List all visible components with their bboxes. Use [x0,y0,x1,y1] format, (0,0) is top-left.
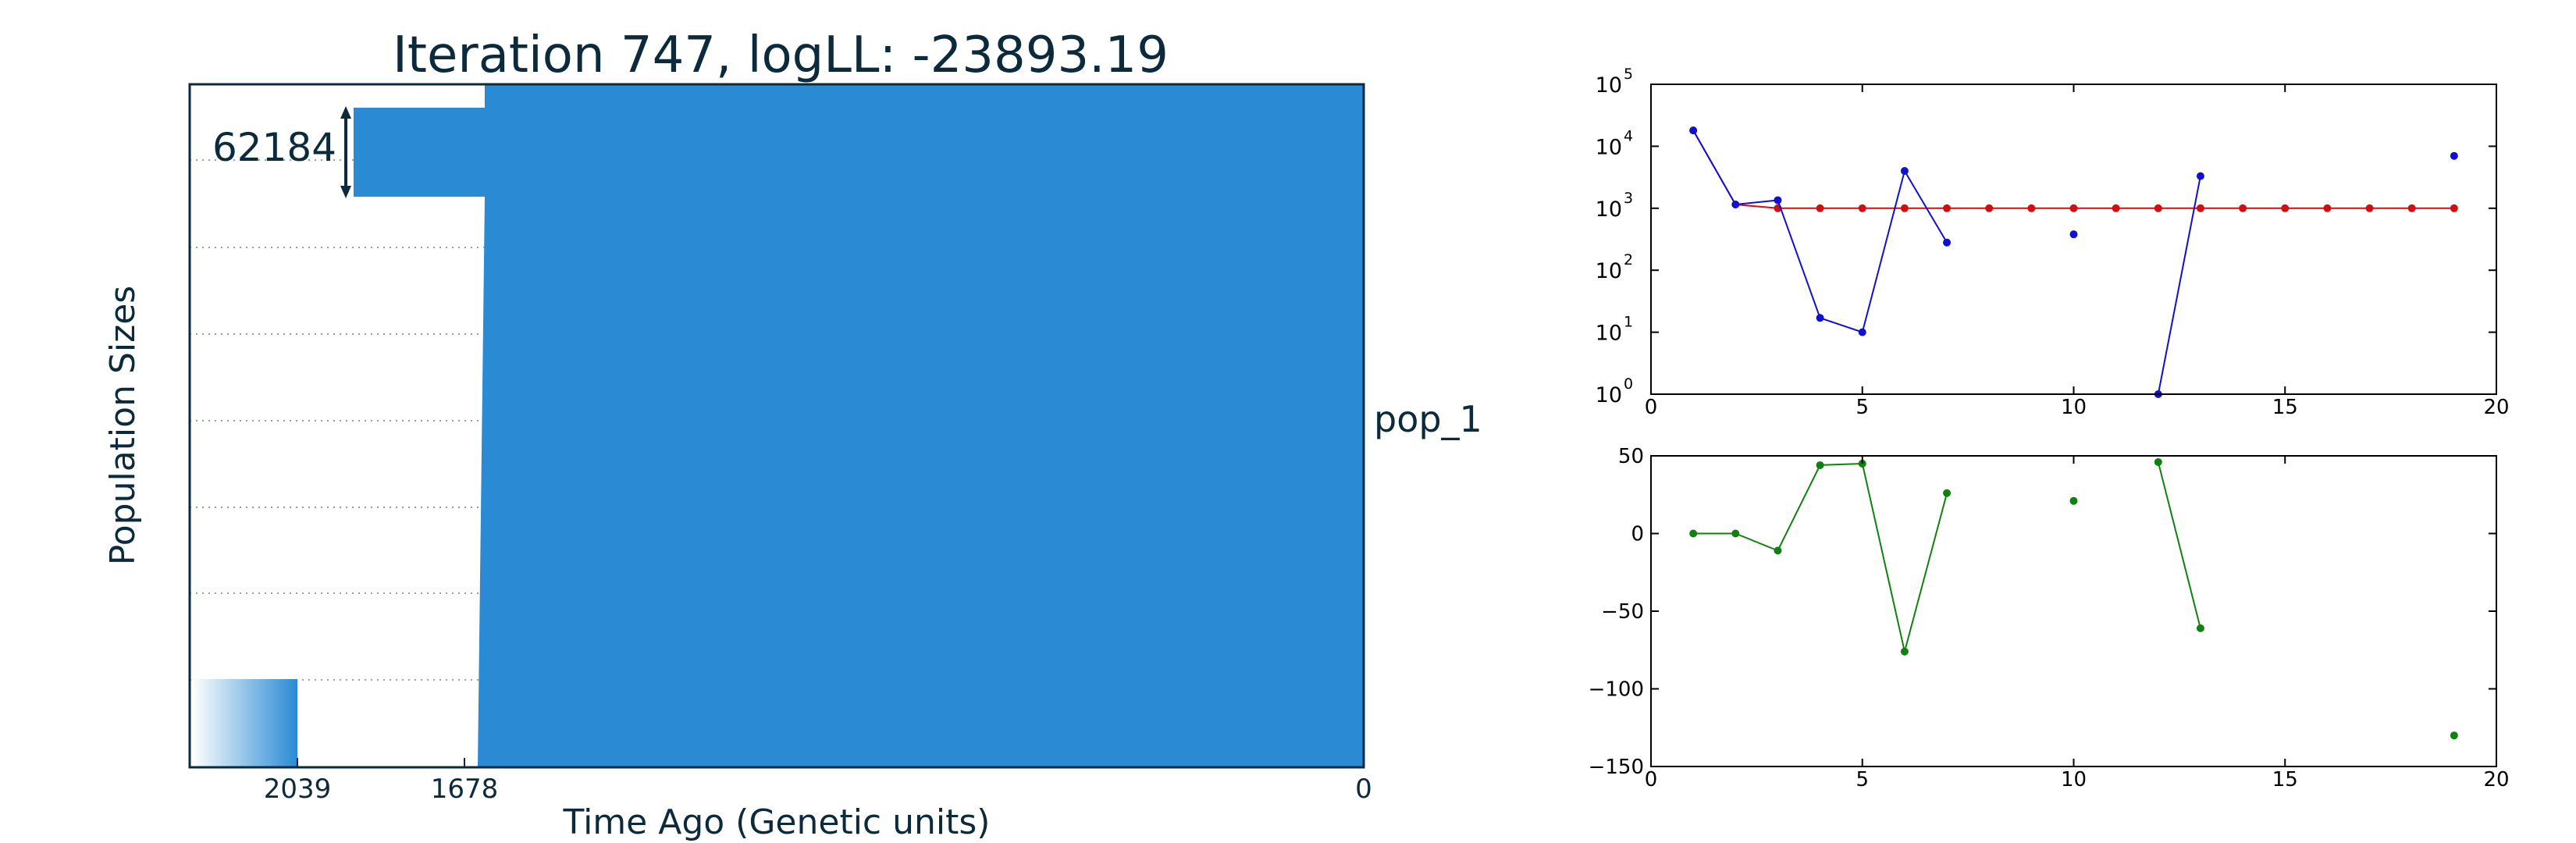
x-axis-label: Time Ago (Genetic units) [563,802,991,842]
y-tick-label: 0 [1631,523,1644,546]
data-point-green [1943,489,1952,497]
data-point-red [2154,204,2162,212]
data-point-green [1774,546,1782,555]
data-point-red [2450,204,2458,212]
y-tick-label: 10 [1596,197,1622,222]
data-point-blue [1689,126,1698,135]
x-tick-label: 20 [2483,396,2509,419]
population-history-plot: Iteration 747, logLL: -23893.19 2039 1678… [103,27,1482,842]
data-point-red [1900,204,1909,212]
x-tick-label: 20 [2483,768,2509,791]
data-point-blue [1816,314,1824,322]
data-point-red [2112,204,2120,212]
y-tick-label: 10 [1596,383,1622,407]
y-tick-label: −50 [1601,600,1644,624]
data-point-blue [1858,328,1866,336]
data-point-green [1689,529,1698,538]
x-tick-label: 15 [2272,768,2298,791]
data-point-red [2323,204,2332,212]
plot-frame [188,83,1365,769]
data-point-red [1943,204,1952,212]
data-point-red [2281,204,2290,212]
data-point-green [1816,461,1824,469]
y-tick-label: −150 [1589,756,1644,779]
x-tick-label: 2039 [264,774,332,805]
data-point-red [2365,204,2374,212]
data-point-green [2196,624,2204,632]
data-point-blue [1731,200,1740,208]
scale-arrow-head [340,186,351,198]
population-label: pop_1 [1374,398,1482,440]
population-block [354,84,1364,767]
plot-frame [1650,84,2497,395]
y-tick-label: 10 [1596,259,1622,283]
series-line-blue [1692,130,1948,333]
plot-area: 2039 1678 0 [188,83,1372,805]
x-tick-label: 0 [1355,774,1372,805]
y-tick-label: 10 [1596,73,1622,98]
data-point-blue [1943,238,1952,247]
y-axis-label: Population Sizes [103,286,143,565]
x-tick-label: 1678 [431,774,499,805]
y-tick-exponent: 4 [1624,127,1633,144]
x-tick-label: 15 [2272,396,2298,419]
chart-title: Iteration 747, logLL: -23893.19 [393,27,1169,84]
data-point-red [2407,204,2416,212]
x-tick-label: 0 [1645,396,1658,419]
data-point-red [2069,204,2078,212]
y-tick-label: −100 [1589,678,1644,702]
series-line-red [1692,130,2454,209]
scale-annotation: 62184 [212,125,336,170]
data-point-red [2027,204,2036,212]
series-line-green [1693,462,1948,652]
data-point-red [1816,204,1824,212]
data-point-green [2450,731,2458,740]
y-tick-exponent: 3 [1624,190,1633,207]
y-tick-exponent: 1 [1624,314,1633,331]
y-tick-label: 10 [1596,135,1622,159]
data-point-red [2239,204,2247,212]
data-point-green [1731,529,1740,538]
x-tick-label: 10 [2061,768,2087,791]
ancient-population-block [192,679,297,767]
data-point-blue [2196,172,2204,180]
y-tick-label: 10 [1596,322,1622,346]
series-line-blue [2157,176,2201,395]
x-tick-label: 5 [1856,396,1869,419]
data-point-green [2069,496,2078,505]
data-point-red [1985,204,1994,212]
x-tick-label: 10 [2061,396,2087,419]
x-tick-label: 5 [1856,768,1869,791]
y-tick-exponent: 5 [1624,66,1633,83]
data-point-blue [1900,166,1909,175]
data-point-blue [1774,196,1782,205]
data-point-blue [2450,151,2458,160]
scale-arrow-head [340,106,351,119]
data-point-blue [2069,230,2078,239]
x-tick-label: 0 [1645,768,1658,791]
data-point-green [1900,647,1909,656]
growth-rate-plot: 0 5 10 15 20 50 0 −50 −100 −150 [1589,445,2510,791]
series-line-green [2157,461,2201,629]
data-point-red [1858,204,1866,212]
y-tick-label: 50 [1618,445,1644,468]
data-point-green [2154,457,2162,466]
data-point-red [2196,204,2204,212]
y-tick-exponent: 2 [1624,251,1633,269]
y-tick-exponent: 0 [1624,375,1633,393]
